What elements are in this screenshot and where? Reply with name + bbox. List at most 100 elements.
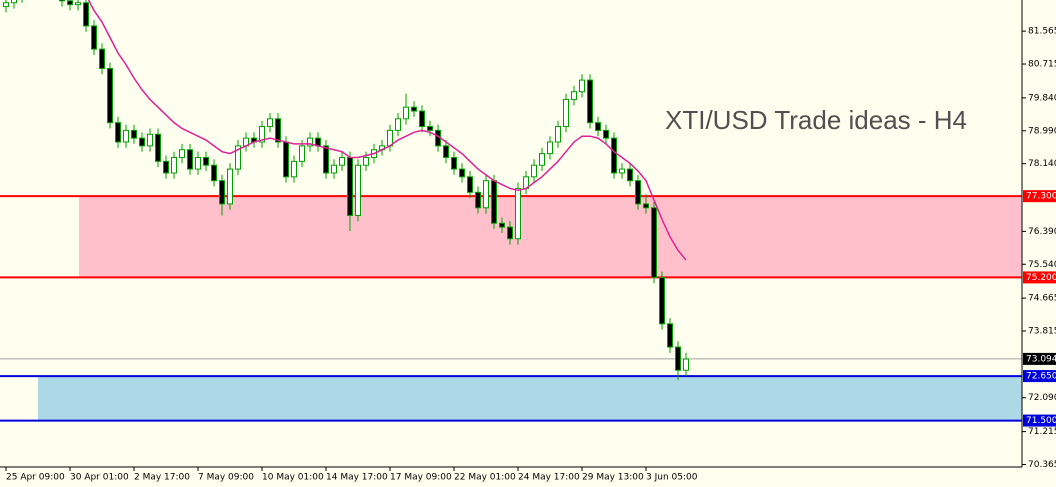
candle-body bbox=[467, 176, 473, 193]
candle-body bbox=[427, 126, 433, 131]
level-label-box bbox=[1023, 414, 1056, 427]
candle-body bbox=[675, 346, 681, 371]
x-tick-label: 7 May 09:00 bbox=[198, 473, 254, 483]
x-tick-label: 25 Apr 09:00 bbox=[6, 473, 65, 483]
y-tick-label: 78.140 bbox=[1028, 159, 1056, 169]
candle-body bbox=[547, 141, 553, 155]
candle-body bbox=[419, 110, 425, 128]
candle-body bbox=[635, 180, 641, 205]
x-tick-label: 30 Apr 01:00 bbox=[70, 473, 129, 483]
candle-body bbox=[483, 180, 489, 209]
candle-body bbox=[267, 118, 273, 128]
candle-body bbox=[667, 323, 673, 348]
y-tick-label: 80.715 bbox=[1028, 60, 1056, 70]
y-tick-label: 72.090 bbox=[1028, 393, 1056, 403]
candle-body bbox=[411, 106, 417, 112]
candle-body bbox=[651, 207, 657, 278]
candle-body bbox=[459, 168, 465, 178]
candle-body bbox=[539, 153, 545, 166]
candle-body bbox=[587, 79, 593, 124]
x-tick-label: 14 May 17:00 bbox=[326, 473, 388, 483]
candle-body bbox=[275, 118, 281, 143]
candle-body bbox=[515, 187, 521, 240]
candle-body bbox=[123, 129, 129, 143]
candle-body bbox=[627, 168, 633, 182]
y-tick-label: 79.840 bbox=[1028, 93, 1056, 103]
x-tick-label: 10 May 01:00 bbox=[262, 473, 324, 483]
candle-body bbox=[571, 91, 577, 100]
candle-body bbox=[235, 145, 241, 170]
candle-body bbox=[163, 160, 169, 174]
level-label: 71.500 bbox=[1026, 416, 1056, 426]
candle-body bbox=[611, 137, 617, 174]
candle-body bbox=[195, 156, 201, 170]
level-label: 72.650 bbox=[1026, 372, 1056, 382]
zone bbox=[38, 376, 1022, 421]
y-tick-label: 73.815 bbox=[1028, 327, 1056, 337]
candle-body bbox=[347, 156, 353, 217]
level-label: 77.300 bbox=[1026, 192, 1056, 202]
y-tick-label: 71.215 bbox=[1028, 427, 1056, 437]
x-tick-label: 2 May 17:00 bbox=[134, 473, 190, 483]
candle-body bbox=[83, 2, 89, 27]
level-label-box bbox=[1023, 190, 1056, 203]
candle-body bbox=[491, 180, 497, 224]
candle-body bbox=[99, 48, 105, 69]
candle-body bbox=[531, 164, 537, 178]
level-label: 75.200 bbox=[1026, 273, 1056, 283]
last-price-box bbox=[1023, 352, 1056, 365]
y-tick-label: 70.365 bbox=[1028, 460, 1056, 470]
annotation: XTI/USD Trade ideas - H4 bbox=[665, 105, 967, 135]
last-price-label: 73.094 bbox=[1026, 354, 1056, 364]
candle-body bbox=[307, 137, 313, 147]
candle-body bbox=[139, 137, 145, 147]
x-tick-label: 17 May 09:00 bbox=[390, 473, 452, 483]
zone bbox=[79, 196, 1022, 278]
candle-body bbox=[659, 276, 665, 325]
candle-body bbox=[331, 164, 337, 174]
candle-body bbox=[507, 226, 513, 240]
candle-body bbox=[211, 164, 217, 182]
level-label-box bbox=[1023, 271, 1056, 284]
candle-body bbox=[619, 168, 625, 174]
candle-body bbox=[259, 126, 265, 143]
candle-body bbox=[643, 203, 649, 209]
x-tick-label: 29 May 13:00 bbox=[582, 473, 644, 483]
candle-body bbox=[11, 0, 17, 4]
candle-body bbox=[555, 126, 561, 143]
candle-body bbox=[171, 156, 177, 174]
level-label-box bbox=[1023, 370, 1056, 383]
candle-body bbox=[443, 145, 449, 158]
candle-body bbox=[75, 2, 81, 6]
candle-body bbox=[451, 156, 457, 170]
candle-body bbox=[291, 160, 297, 178]
candle-body bbox=[595, 122, 601, 131]
y-tick-label: 76.390 bbox=[1028, 227, 1056, 237]
y-tick-label: 74.665 bbox=[1028, 294, 1056, 304]
candle-body bbox=[283, 141, 289, 178]
candle-body bbox=[499, 222, 505, 228]
plot-area bbox=[0, 0, 1022, 422]
candle-body bbox=[579, 79, 585, 93]
candle-body bbox=[323, 145, 329, 174]
candle-body bbox=[475, 191, 481, 209]
candle-body bbox=[299, 145, 305, 162]
candle-body bbox=[387, 129, 393, 147]
candle-body bbox=[91, 25, 97, 50]
candle-body bbox=[131, 129, 137, 139]
candle-body bbox=[603, 129, 609, 139]
y-tick-label: 75.540 bbox=[1028, 260, 1056, 270]
moving-average bbox=[87, 0, 687, 261]
candle-body bbox=[155, 133, 161, 162]
candle-body bbox=[339, 156, 345, 166]
y-tick-label: 78.990 bbox=[1028, 126, 1056, 136]
x-tick-label: 3 Jun 05:00 bbox=[646, 473, 698, 483]
candle-body bbox=[355, 164, 361, 217]
candle-body bbox=[3, 2, 9, 8]
candle-body bbox=[395, 118, 401, 131]
candle-body bbox=[363, 156, 369, 166]
candle-body bbox=[563, 98, 569, 128]
candle-body bbox=[67, 0, 73, 6]
